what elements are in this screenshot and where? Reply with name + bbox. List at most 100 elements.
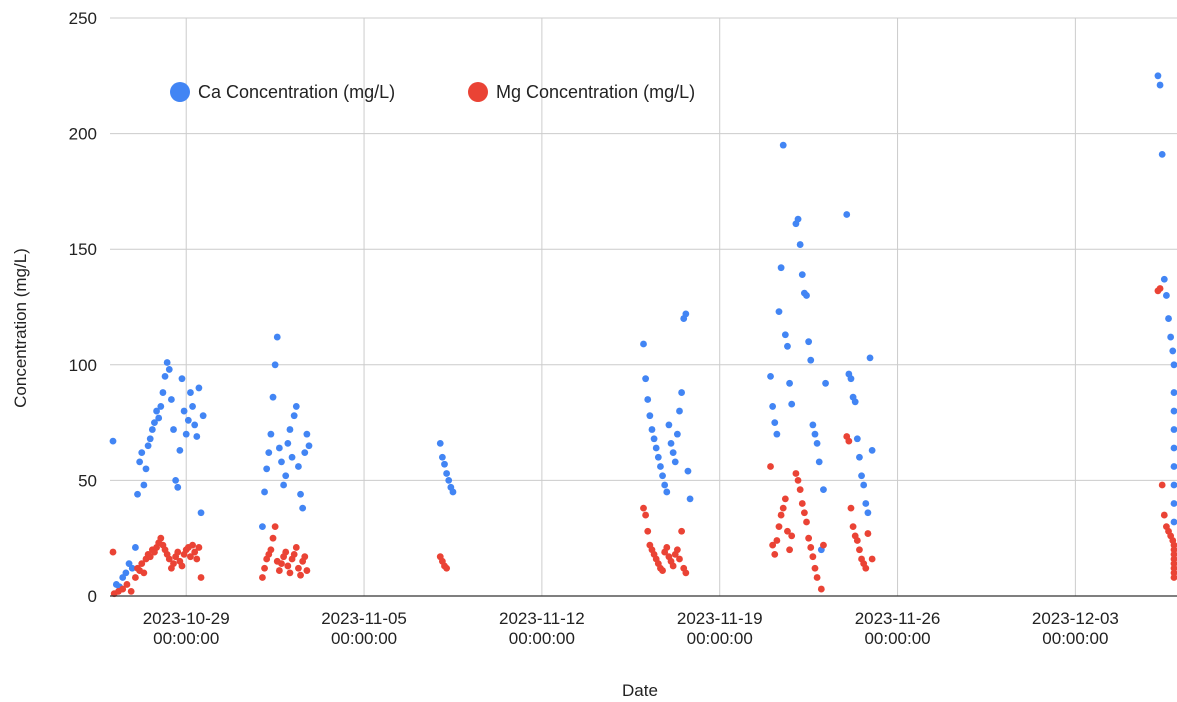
- data-point: [265, 449, 273, 457]
- data-point: [853, 435, 861, 443]
- data-point: [286, 426, 294, 433]
- data-point: [261, 564, 268, 572]
- data-point: [777, 511, 785, 519]
- data-point: [767, 372, 774, 380]
- data-point: [443, 564, 451, 572]
- data-point: [282, 472, 290, 480]
- data-point: [866, 354, 874, 362]
- data-point: [182, 430, 190, 438]
- data-point: [665, 421, 673, 429]
- data-point: [1170, 361, 1177, 369]
- data-point: [148, 426, 156, 433]
- data-point: [1170, 389, 1177, 396]
- data-point: [805, 534, 813, 542]
- data-point: [813, 574, 821, 581]
- data-point: [199, 412, 207, 420]
- data-point: [140, 481, 148, 489]
- data-point: [297, 571, 304, 579]
- data-point: [174, 548, 182, 556]
- y-tick-label: 150: [69, 240, 97, 259]
- data-point: [781, 495, 789, 503]
- data-point: [805, 338, 813, 346]
- data-point: [161, 372, 169, 380]
- data-point: [820, 541, 827, 549]
- data-point: [127, 587, 135, 595]
- data-point: [122, 569, 130, 577]
- data-point: [438, 453, 446, 461]
- data-point: [290, 412, 298, 420]
- data-point: [197, 509, 205, 517]
- data-point: [269, 534, 277, 542]
- data-point: [278, 560, 285, 568]
- data-point: [849, 523, 857, 531]
- data-point: [813, 440, 821, 447]
- data-point: [153, 407, 160, 415]
- data-point: [673, 546, 681, 554]
- data-point: [136, 458, 144, 466]
- data-point: [305, 442, 313, 450]
- data-point: [652, 444, 660, 452]
- data-point: [170, 426, 177, 433]
- data-point: [775, 523, 783, 531]
- data-point: [1167, 333, 1175, 341]
- data-point: [1170, 500, 1177, 507]
- data-point: [259, 523, 266, 531]
- data-point: [134, 490, 141, 498]
- data-point: [820, 486, 827, 494]
- data-point: [847, 504, 855, 512]
- x-tick-date: 2023-12-03: [1032, 609, 1119, 628]
- data-point: [868, 446, 876, 454]
- data-point: [650, 435, 658, 443]
- legend-item-ca[interactable]: Ca Concentration (mg/L): [170, 82, 395, 102]
- data-point: [267, 546, 275, 554]
- data-point: [1160, 511, 1168, 519]
- data-point: [868, 555, 876, 563]
- data-point: [142, 465, 150, 473]
- data-point: [301, 449, 309, 457]
- data-point: [794, 215, 802, 223]
- data-points: [109, 72, 1177, 598]
- data-point: [862, 564, 870, 572]
- data-point: [767, 463, 774, 470]
- data-point: [132, 544, 139, 551]
- data-point: [303, 430, 311, 438]
- data-point: [436, 440, 444, 447]
- data-point: [197, 574, 205, 581]
- data-point: [128, 564, 136, 572]
- data-point: [822, 379, 829, 387]
- data-point: [669, 449, 677, 457]
- data-point: [138, 560, 146, 568]
- data-point: [815, 458, 823, 466]
- data-point: [771, 419, 779, 426]
- data-point: [146, 553, 154, 561]
- data-point: [779, 504, 787, 512]
- data-point: [856, 546, 863, 554]
- x-axis-title: Date: [622, 681, 658, 700]
- data-point: [174, 483, 182, 491]
- data-point: [193, 555, 201, 563]
- data-point: [807, 544, 815, 551]
- data-point: [278, 458, 285, 466]
- data-point: [1169, 347, 1177, 355]
- data-point: [663, 544, 671, 551]
- data-point: [267, 430, 275, 438]
- data-point: [1170, 574, 1177, 581]
- data-point: [803, 518, 810, 526]
- data-point: [673, 430, 681, 438]
- data-point: [176, 446, 184, 454]
- x-tick-date: 2023-11-26: [855, 609, 941, 628]
- data-point: [1170, 518, 1177, 526]
- data-point: [259, 574, 266, 581]
- data-point: [784, 342, 791, 350]
- y-tick-label: 100: [69, 356, 97, 375]
- data-point: [811, 430, 819, 438]
- data-point: [781, 331, 789, 339]
- data-point: [303, 567, 311, 574]
- data-point: [646, 412, 654, 420]
- data-point: [1170, 426, 1177, 433]
- x-tick-date: 2023-11-05: [321, 609, 407, 628]
- series-ca: [109, 72, 1177, 591]
- legend-item-mg[interactable]: Mg Concentration (mg/L): [468, 82, 695, 102]
- data-point: [777, 264, 785, 272]
- data-point: [657, 463, 664, 470]
